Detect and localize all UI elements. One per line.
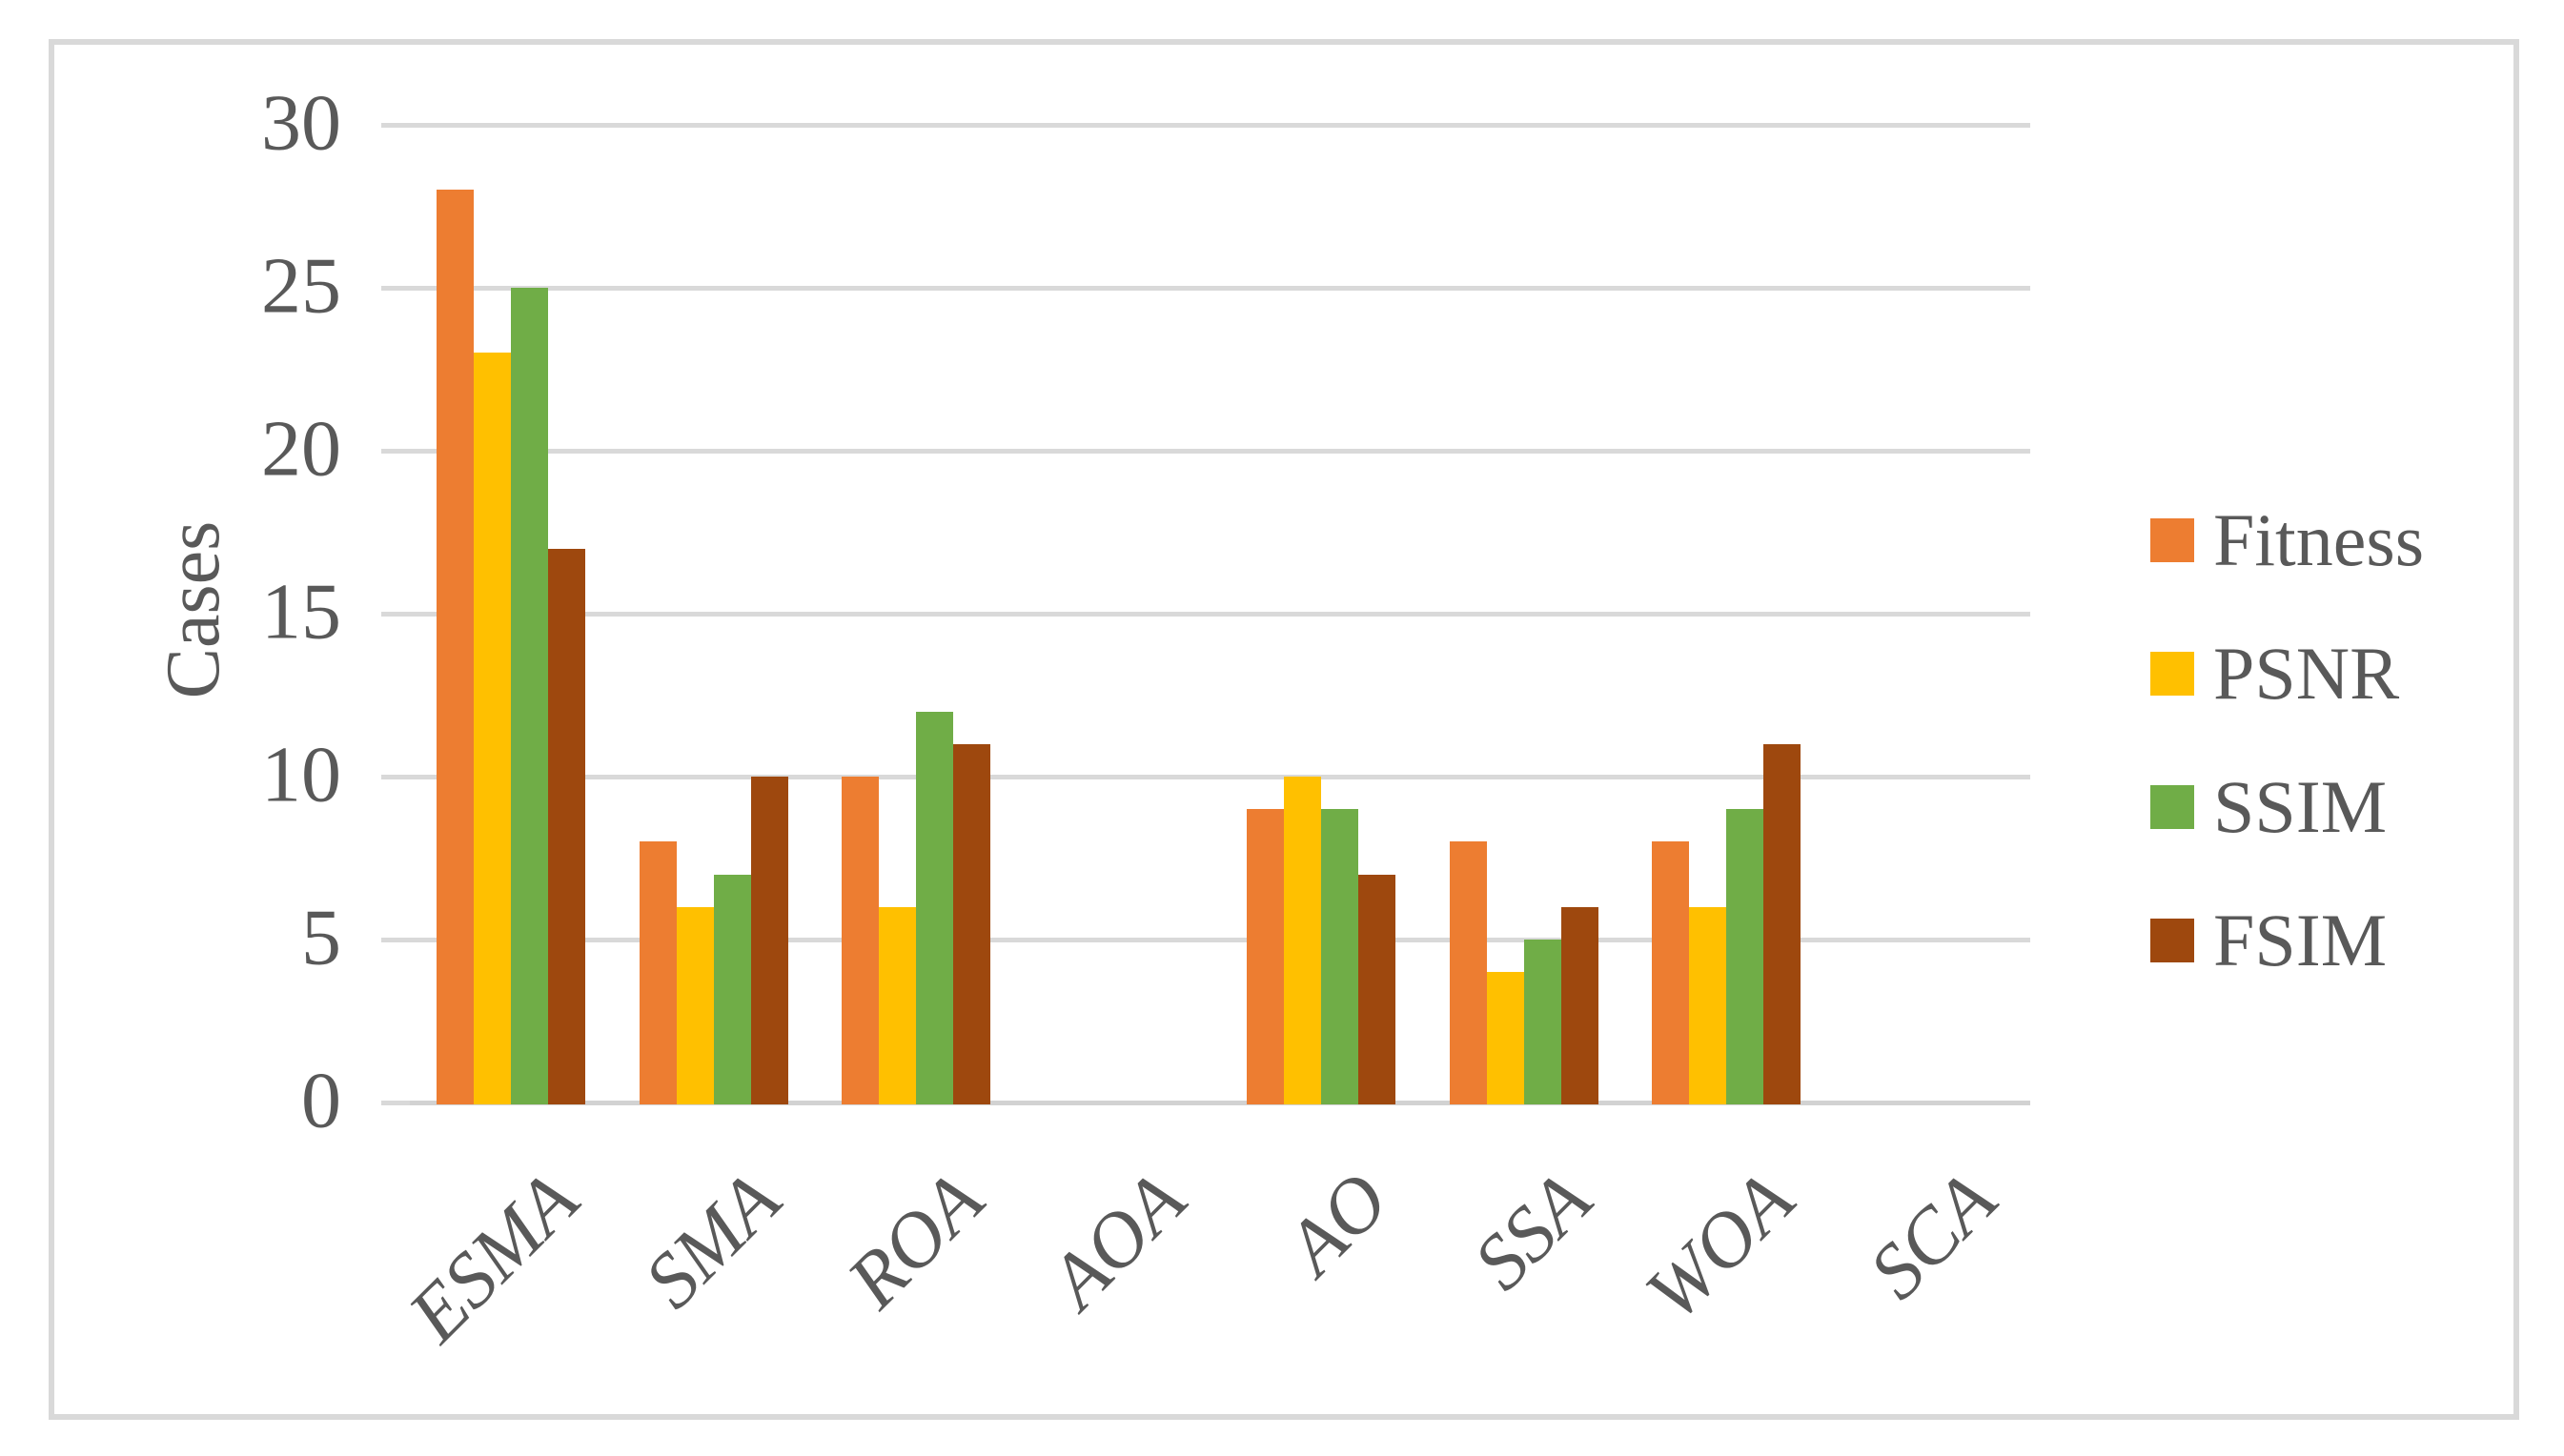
bar-fitness-roa [842, 777, 880, 1104]
bar-ssim-sma [713, 874, 751, 1104]
bar-fsim-ssa [1560, 906, 1598, 1104]
bar-fitness-woa [1652, 841, 1690, 1104]
legend-swatch-fsim [2150, 919, 2194, 962]
bar-ssim-roa [916, 711, 954, 1104]
bar-fitness-ao [1247, 809, 1285, 1104]
plot-gridline [410, 937, 2030, 942]
bar-psnr-roa [879, 906, 917, 1104]
y-axis-tick [381, 448, 410, 454]
x-axis-line [410, 1100, 2030, 1105]
plot-gridline [410, 774, 2030, 779]
bar-psnr-ssa [1486, 972, 1524, 1104]
legend-item-psnr: PSNR [2150, 637, 2399, 711]
plot-gridline [410, 448, 2030, 454]
bar-fitness-esma [437, 190, 475, 1104]
y-tick-label: 30 [261, 78, 341, 168]
bar-psnr-ao [1284, 777, 1322, 1104]
legend-swatch-ssim [2150, 785, 2194, 829]
legend-swatch-fitness [2150, 518, 2194, 562]
bar-fsim-sma [750, 777, 788, 1104]
legend-swatch-psnr [2150, 652, 2194, 696]
y-axis-tick [381, 937, 410, 942]
y-axis-tick [381, 122, 410, 128]
bar-ssim-woa [1726, 809, 1764, 1104]
bar-fitness-ssa [1449, 841, 1487, 1104]
legend-label: FSIM [2213, 899, 2388, 981]
plot-gridline [410, 611, 2030, 617]
y-tick-label: 10 [261, 730, 341, 819]
y-tick-label: 5 [301, 893, 341, 982]
bar-fsim-woa [1763, 743, 1801, 1104]
legend-item-fitness: Fitness [2150, 503, 2424, 577]
legend-label: Fitness [2213, 498, 2425, 581]
bar-fsim-ao [1358, 874, 1396, 1104]
plot-gridline [410, 122, 2030, 128]
legend-label: PSNR [2213, 632, 2400, 715]
plot-gridline [410, 285, 2030, 291]
legend-label: SSIM [2213, 765, 2388, 848]
bar-psnr-woa [1689, 906, 1727, 1104]
y-axis-tick [381, 285, 410, 291]
bar-psnr-sma [676, 906, 714, 1104]
y-axis-tick [381, 774, 410, 779]
y-axis-tick [381, 611, 410, 617]
bar-ssim-esma [511, 288, 549, 1104]
bar-psnr-esma [474, 353, 512, 1104]
y-axis-tick [381, 1100, 410, 1105]
bar-ssim-ao [1321, 809, 1359, 1104]
y-tick-label: 0 [301, 1056, 341, 1145]
y-tick-label: 20 [261, 404, 341, 494]
y-tick-label: 25 [261, 241, 341, 331]
legend-item-fsim: FSIM [2150, 903, 2387, 978]
bar-ssim-ssa [1523, 940, 1561, 1104]
y-tick-label: 15 [261, 567, 341, 657]
bar-fitness-sma [639, 841, 677, 1104]
bar-fsim-roa [953, 743, 991, 1104]
bar-fsim-esma [548, 548, 586, 1104]
legend-item-ssim: SSIM [2150, 770, 2387, 844]
